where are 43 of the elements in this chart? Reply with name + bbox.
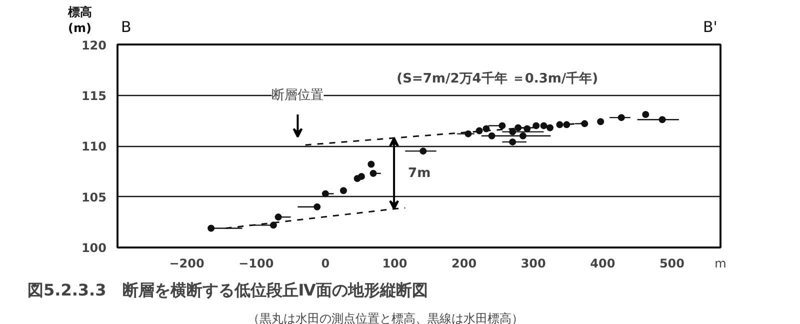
text: 図5.2.3.3 断層を横断する低位段丘Ⅳ面の地形縦断図 [28,280,428,300]
point [274,214,282,221]
annotation: 7m [408,166,431,181]
y-tick-label: 100 [81,241,107,255]
text: B [121,18,132,36]
point [509,138,516,146]
point [509,128,516,136]
point [498,122,506,130]
y-tick-label: 105 [81,190,107,204]
point [368,160,375,168]
x-tick-label: 200 [452,256,477,270]
point [322,190,329,198]
point [314,203,321,210]
point [514,124,522,132]
point [420,148,427,155]
y-axis-title: 標高 (m) [68,4,93,36]
point [464,130,472,138]
annotation: 断層位置 [272,88,324,103]
x-tick-label: −200 [169,256,204,270]
point [488,132,496,140]
point [618,114,625,122]
point [370,170,377,177]
annotation: (S=7m/2万4千年 ＝0.3m/千年) [396,70,598,87]
y-tick-label: 120 [81,38,107,52]
x-tick-label: 400 [590,256,616,270]
y-tick-label: 110 [81,140,107,154]
point [270,222,277,229]
x-tick-label: 500 [659,256,685,270]
x-tick-label: −100 [238,256,274,270]
x-tick-label: 100 [382,256,408,270]
point [597,118,604,126]
point [519,132,526,140]
x-axis-title: m [714,256,726,270]
point [642,111,650,118]
point [658,116,666,124]
point [563,121,570,128]
point [208,224,215,232]
text: B' [703,18,718,36]
point [358,172,365,180]
x-tick-label: 0 [321,256,330,270]
y-tick-label: 115 [81,88,107,103]
x-tick-label: 300 [520,256,546,270]
point [340,187,347,194]
